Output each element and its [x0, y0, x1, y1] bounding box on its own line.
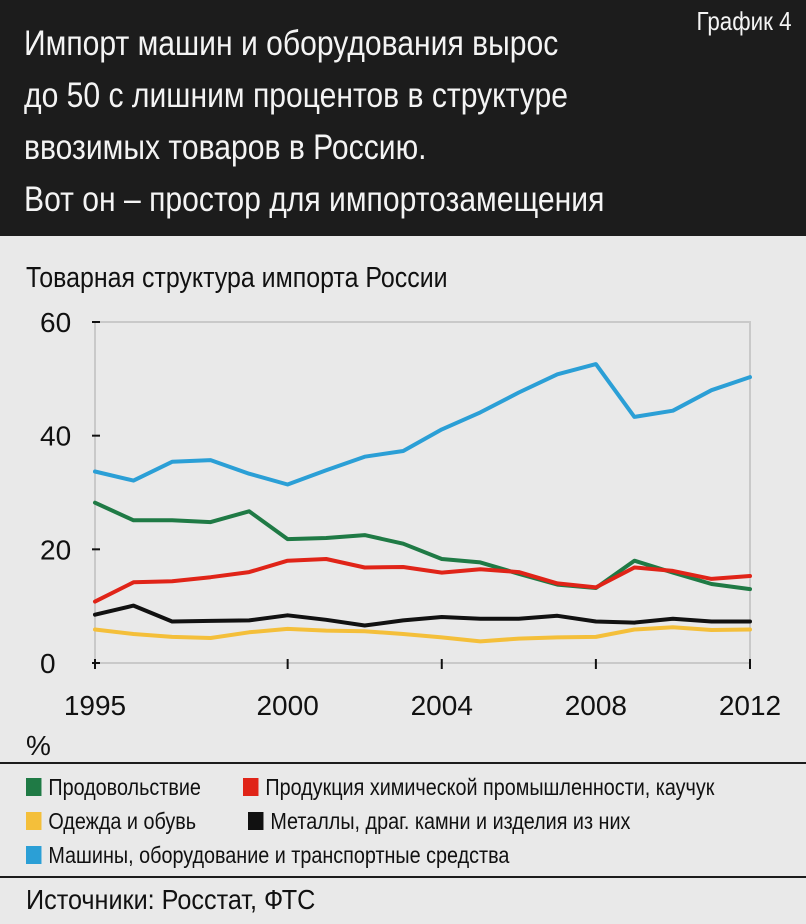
- y-tick-label: 60: [40, 307, 71, 338]
- legend-swatch-metals: [247, 812, 264, 830]
- plot-area: [94, 321, 751, 664]
- x-tick-label: 2008: [565, 690, 627, 721]
- legend-swatch-chem: [243, 778, 259, 796]
- headline-line: Вот он – простор для импортозамещения: [24, 180, 605, 219]
- legend-label-clothing: Одежда и обувь: [48, 807, 197, 834]
- y-tick-label: 40: [40, 421, 71, 452]
- legend-swatch-clothing: [26, 812, 42, 830]
- y-tick-label: 20: [40, 534, 71, 565]
- chart-title: Товарная структура импорта России: [26, 262, 448, 294]
- x-axis: 1995 2000 2004 2008 2012: [64, 659, 781, 721]
- y-axis: 0 20 40 60: [40, 307, 100, 679]
- header-banner: Импорт машин и оборудования вырос до 50 …: [0, 0, 806, 236]
- series-layer: [93, 362, 752, 644]
- source-divider: [0, 876, 806, 878]
- x-tick-label: 2000: [256, 690, 318, 721]
- legend-top-divider: [0, 762, 806, 764]
- legend-label-metals: Металлы, драг. камни и изделия из них: [270, 807, 631, 834]
- legend-item-machinery: Машины, оборудование и транспортные сред…: [26, 842, 509, 869]
- x-tick-label: 1995: [64, 690, 126, 721]
- legend-row: Одежда и обувь Металлы, драг. камни и из…: [26, 804, 806, 838]
- headline-line: ввозимых товаров в Россию.: [24, 128, 427, 167]
- line-chart: 0 20 40 60 1995 2000 2004 2008 2012: [40, 307, 781, 721]
- legend-label-food: Продовольствие: [48, 773, 201, 800]
- series-line-0: [93, 500, 752, 592]
- y-axis-unit: %: [26, 730, 51, 761]
- series-line-2: [93, 625, 752, 644]
- series-line-3: [93, 603, 752, 628]
- legend-swatch-food: [26, 778, 42, 796]
- x-tick-label: 2004: [411, 690, 473, 721]
- headline-line: до 50 с лишним процентов в структуре: [24, 76, 568, 115]
- legend-row: Машины, оборудование и транспортные сред…: [26, 838, 806, 872]
- legend-item-chem: Продукция химической промышленности, кау…: [243, 773, 715, 801]
- legend-item-metals: Металлы, драг. камни и изделия из них: [247, 807, 631, 835]
- legend-item-clothing: Одежда и обувь: [26, 808, 196, 835]
- legend: Продовольствие Продукция химической пром…: [26, 770, 806, 872]
- y-tick-label: 0: [40, 648, 56, 679]
- series-line-1: [93, 557, 752, 604]
- headline-line: Импорт машин и оборудования вырос: [24, 24, 559, 63]
- legend-row: Продовольствие Продукция химической пром…: [26, 770, 806, 804]
- x-tick-label: 2012: [719, 690, 781, 721]
- chart-number-badge: График 4: [696, 6, 792, 36]
- legend-label-chem: Продукция химической промышленности, кау…: [265, 773, 715, 800]
- legend-swatch-machinery: [26, 846, 42, 864]
- series-line-4: [93, 362, 752, 487]
- source-note: Источники: Росстат, ФТС: [26, 884, 316, 915]
- legend-item-food: Продовольствие: [26, 774, 201, 801]
- headline: Импорт машин и оборудования вырос до 50 …: [24, 18, 665, 226]
- legend-label-machinery: Машины, оборудование и транспортные сред…: [48, 841, 510, 868]
